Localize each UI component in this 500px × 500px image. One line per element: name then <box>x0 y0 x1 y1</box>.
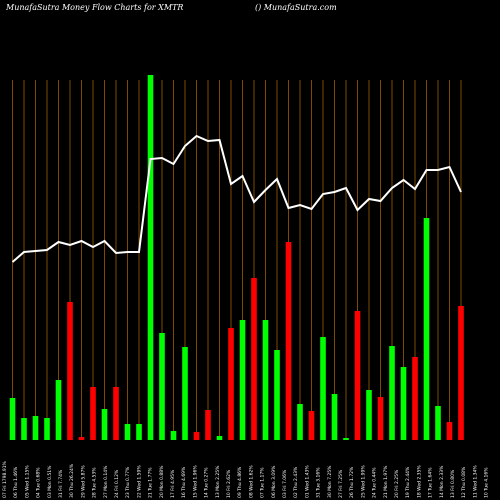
x-tick-label: 28 Tue 4.53% <box>92 467 98 498</box>
x-tick-label: 27 Mon 0.14% <box>103 465 109 498</box>
chart-title: MunafaSutra Money Flow Charts for XMTR <box>6 3 184 12</box>
money-flow-bar <box>113 387 119 440</box>
money-flow-bars <box>9 75 464 440</box>
x-tick-label: 21 Tue 1.77% <box>148 467 154 498</box>
money-flow-bar <box>354 311 361 440</box>
money-flow-bar <box>9 398 16 440</box>
x-tick-label: 06 Mon 3.09% <box>271 465 277 498</box>
x-tick-label: 21 Mon 1.97% <box>383 465 389 498</box>
x-tick-label: 30 Thu 26.24% <box>69 463 75 498</box>
x-tick-label: 27 Fri 7.25% <box>338 469 344 498</box>
money-flow-bar <box>366 390 372 440</box>
money-flow-bar <box>170 431 177 440</box>
money-flow-bar <box>446 422 453 440</box>
x-tick-label: 31 Tue 3.16% <box>316 467 322 498</box>
money-flow-bar <box>308 411 315 440</box>
money-flow-bar <box>274 350 280 440</box>
x-tick-label: 16 Thu 4.69% <box>181 466 187 498</box>
money-flow-bar <box>101 409 108 440</box>
x-tick-label: 18 Wed 2.35% <box>416 465 422 498</box>
money-flow-bar <box>400 367 407 440</box>
money-flow-bar <box>21 418 27 440</box>
x-tick-label: 12 Thu 0.08% <box>461 466 467 498</box>
x-tick-label: 22 Wed 1.59% <box>136 465 142 498</box>
money-flow-bar <box>182 347 188 440</box>
money-flow-bar <box>136 424 142 440</box>
money-flow-bar <box>90 387 96 440</box>
x-tick-label: 10 Fri 2.62% <box>226 469 232 498</box>
money-flow-bar <box>377 397 384 440</box>
money-flow-bar <box>423 218 430 440</box>
x-tick-label: 10 Tue 4.16% <box>484 467 490 498</box>
money-flow-bar <box>67 302 73 440</box>
money-flow-bar <box>44 418 50 440</box>
x-tick-label: 17 Fri 4.95% <box>170 469 176 498</box>
money-flow-bar <box>147 75 154 440</box>
price-line <box>11 134 462 263</box>
x-tick-label: 25 Wed 1.99% <box>360 465 366 498</box>
x-tick-label: 30 Mon 7.25% <box>327 465 333 498</box>
x-tick-label: 08 Wed 1.62% <box>248 465 254 498</box>
money-flow-bar <box>228 328 234 440</box>
money-flow-bar <box>239 320 246 440</box>
money-flow-bar <box>55 380 62 440</box>
money-flow-bar <box>412 357 418 440</box>
x-axis-labels: 07 Fri 1798.91% 06 Thu 1.46% 05 Wed 1.15% 0… <box>2 460 490 498</box>
x-tick-label: 03 Mon 0.51% <box>47 465 53 498</box>
money-flow-bar <box>343 438 349 440</box>
x-tick-label: 13 Mon 2.25% <box>215 465 221 498</box>
money-flow-bar <box>458 306 464 440</box>
money-flow-bar <box>262 320 269 440</box>
x-tick-label: 11 Wed 1.34% <box>472 465 478 498</box>
x-tick-label: 23 Thu 0.77% <box>125 466 131 498</box>
money-flow-bar <box>435 406 441 440</box>
x-tick-label: 05 Wed 1.15% <box>24 465 30 498</box>
x-tick-label: 07 Tue 1.17% <box>260 467 266 498</box>
money-flow-bar <box>159 333 165 440</box>
money-flow-bar <box>78 437 85 440</box>
x-tick-label: 29 Wed 5.87% <box>80 465 86 498</box>
x-tick-label: 19 Thu 2.44% <box>405 466 411 498</box>
money-flow-bar <box>216 436 223 440</box>
x-tick-label: 02 Thu 2.43% <box>293 466 299 498</box>
x-tick-label: 15 Wed 1.96% <box>192 465 198 498</box>
money-flow-bar <box>389 346 395 440</box>
x-tick-label: 20 Fri 2.25% <box>394 469 400 498</box>
x-tick-label: 17 Tue 1.64% <box>428 467 434 498</box>
money-flow-bar <box>320 337 326 440</box>
x-tick-label: 26 Thu 1.72% <box>349 466 355 498</box>
money-flow-bar <box>285 242 292 440</box>
money-flow-bar <box>193 432 200 440</box>
site-credit: () MunafaSutra.com <box>255 3 337 12</box>
money-flow-bar <box>251 278 257 440</box>
money-flow-bar <box>32 416 39 440</box>
x-tick-label: 09 Thu 4.86% <box>237 466 243 498</box>
x-tick-label: 03 Fri 7.06% <box>282 469 288 498</box>
money-flow-bar <box>297 404 303 440</box>
money-flow-bar <box>331 394 338 440</box>
x-tick-label: 13 Fri 0.80% <box>450 469 456 498</box>
money-flow-bar <box>124 424 131 440</box>
x-tick-label: 20 Mon 0.88% <box>159 465 165 498</box>
x-tick-label: 24 Fri 0.12% <box>114 469 120 498</box>
x-tick-label: 24 Tue 0.44% <box>372 467 378 498</box>
x-tick-label: 06 Thu 1.46% <box>13 466 19 498</box>
x-tick-label: 04 Tue 0.68% <box>36 467 42 498</box>
x-tick-label: 07 Fri 1798.91% <box>2 460 8 498</box>
x-tick-label: 01 Wed 1.43% <box>304 465 310 498</box>
x-tick-label: 14 Tue 0.27% <box>204 467 210 498</box>
money-flow-bar <box>205 410 211 440</box>
x-tick-label: 14 Mon 2.33% <box>439 465 445 498</box>
x-tick-label: 31 Fri 7.74% <box>58 469 64 498</box>
